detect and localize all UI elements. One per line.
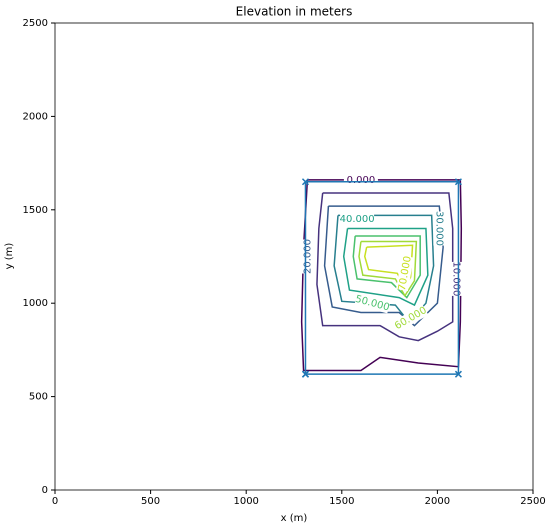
contour-label: 20.000 — [302, 239, 313, 274]
contour-label: 0.000 — [347, 175, 376, 186]
y-axis-label: y (m) — [4, 243, 15, 270]
contour-line — [316, 192, 454, 342]
x-tick-label: 1500 — [329, 496, 354, 507]
y-tick-label: 2000 — [23, 111, 48, 122]
contour-label: 50.000 — [354, 294, 391, 314]
x-tick-label: 1000 — [233, 496, 258, 507]
contour-line — [300, 179, 463, 372]
y-tick-label: 1000 — [23, 298, 48, 309]
x-tick-label: 2500 — [520, 496, 545, 507]
contour-label-bg — [340, 213, 375, 226]
x-tick-label: 2000 — [425, 496, 450, 507]
y-tick-label: 2500 — [23, 18, 48, 29]
boundary-marker — [454, 178, 462, 186]
contour-label: 10.000 — [451, 261, 462, 296]
contour-label: 40.000 — [340, 214, 375, 225]
contour-label: 30.000 — [433, 211, 444, 246]
contour-label-bg — [392, 304, 429, 332]
contour-label-bg — [354, 293, 391, 314]
x-tick-label: 0 — [52, 496, 58, 507]
contour-label-bg — [301, 239, 314, 274]
boundary-marker — [301, 178, 310, 186]
contour-label-bg — [343, 173, 378, 186]
contour-label-bg — [433, 211, 446, 246]
x-tick-label: 500 — [141, 496, 160, 507]
contour-line — [352, 235, 421, 299]
x-axis-label: x (m) — [281, 513, 308, 524]
contour-label-bg — [450, 261, 463, 296]
contour-label-bg — [396, 255, 414, 292]
chart-title: Elevation in meters — [236, 5, 353, 19]
plot-frame — [54, 22, 534, 491]
y-tick-label: 500 — [29, 392, 48, 403]
y-tick-label: 1500 — [23, 205, 48, 216]
boundary-marker — [454, 370, 462, 378]
y-tick-label: 0 — [42, 485, 48, 496]
contour-line — [342, 227, 429, 307]
boundary-marker — [301, 370, 310, 378]
